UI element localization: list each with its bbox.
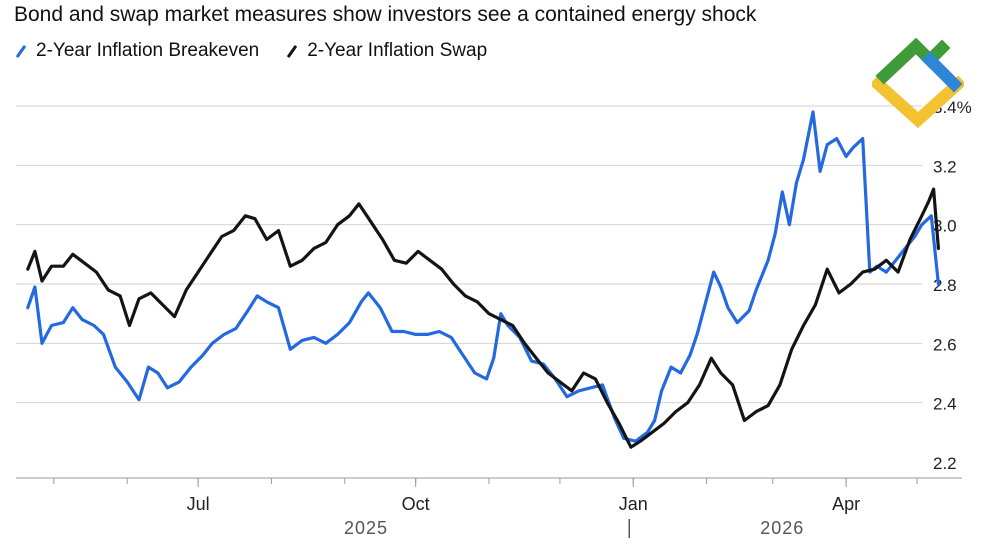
logo-icon — [872, 38, 964, 129]
x-tick-label: Apr — [832, 494, 860, 514]
x-tick-label: Oct — [402, 494, 430, 514]
y-tick-label: 2.2 — [933, 454, 957, 473]
x-year-label: 2025 — [344, 518, 388, 538]
y-tick-label: 2.6 — [933, 335, 957, 354]
x-year-label: 2026 — [760, 518, 804, 538]
y-tick-label: 2.4 — [933, 395, 957, 414]
chart-title: Bond and swap market measures show inves… — [14, 3, 757, 26]
legend-item-swap: 2-Year Inflation Swap — [285, 40, 487, 62]
legend-label-breakeven: 2-Year Inflation Breakeven — [36, 40, 260, 61]
chart-legend: 2-Year Inflation Breakeven 2-Year Inflat… — [14, 40, 487, 62]
x-tick-label: Jul — [187, 494, 210, 514]
y-tick-label: 3.2 — [933, 157, 957, 176]
legend-item-breakeven: 2-Year Inflation Breakeven — [14, 40, 259, 62]
series-line-swap — [26, 187, 941, 449]
legend-label-swap: 2-Year Inflation Swap — [307, 40, 488, 61]
x-tick-label: Jan — [619, 494, 648, 514]
y-tick-label: 3.0 — [933, 217, 957, 236]
series-line-breakeven — [26, 110, 941, 443]
